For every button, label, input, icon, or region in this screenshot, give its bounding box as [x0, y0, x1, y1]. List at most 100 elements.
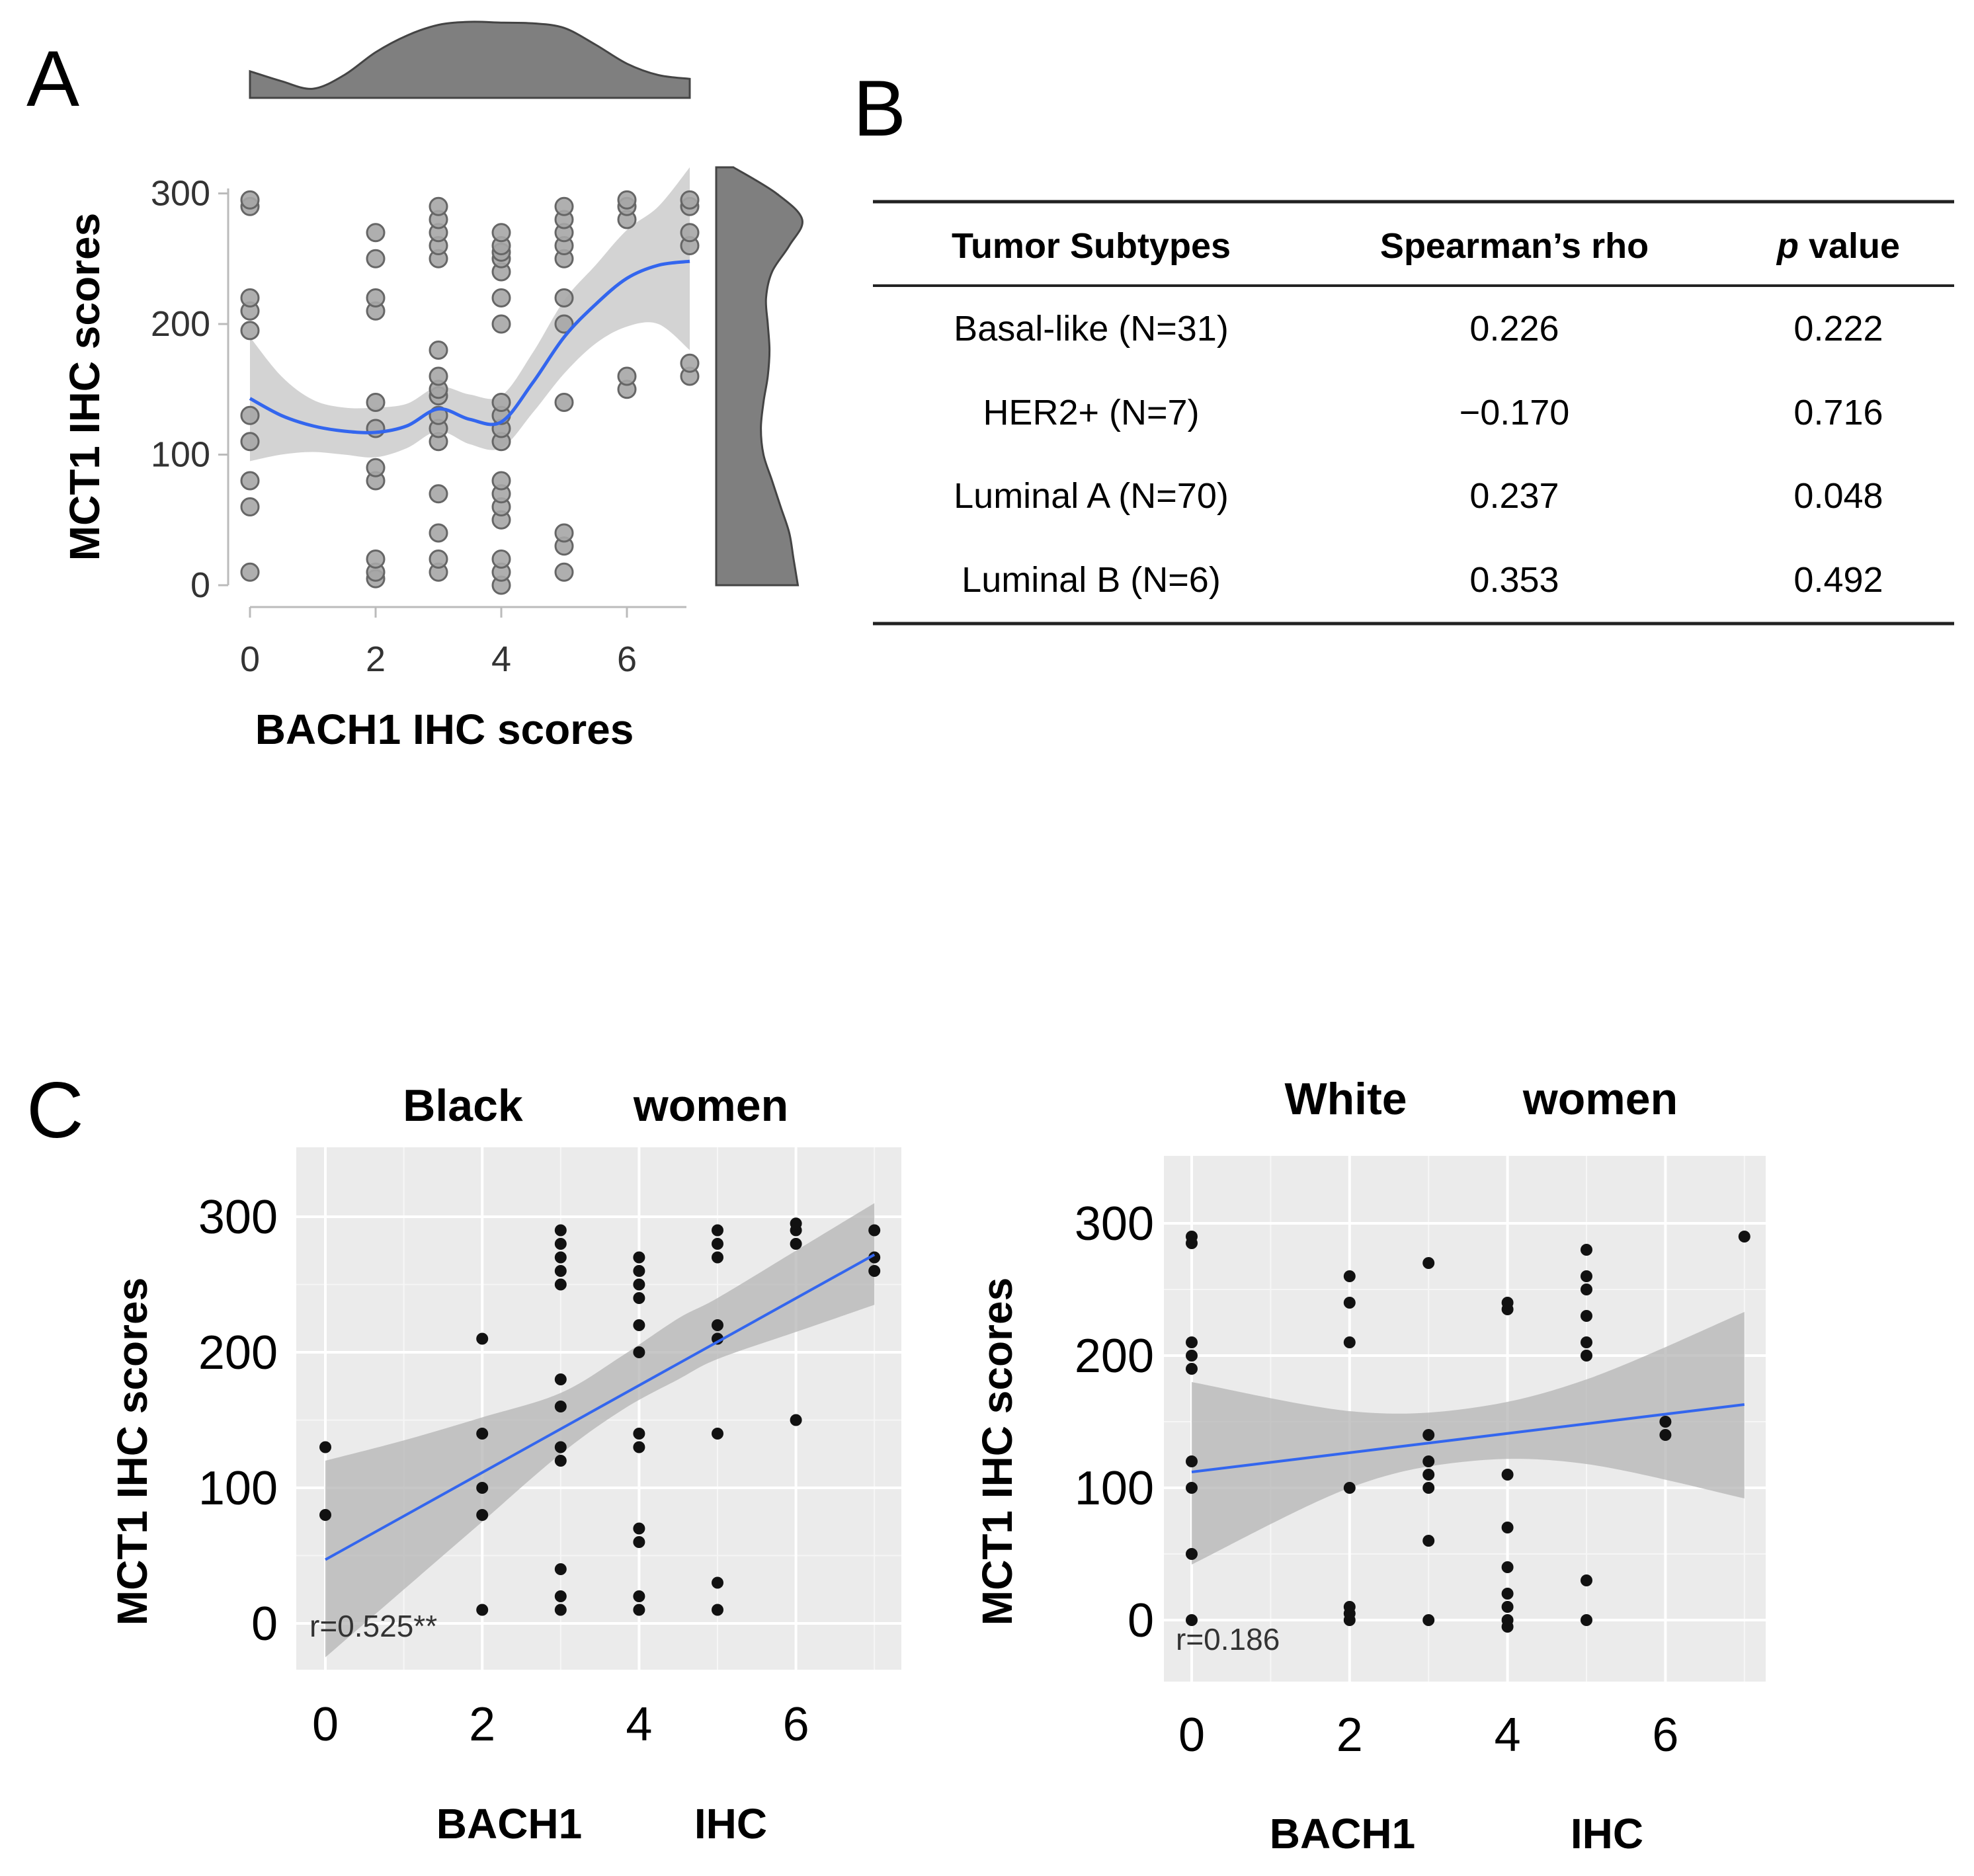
table-cell: 0.222 — [1793, 309, 1883, 348]
cr-point — [1501, 1561, 1514, 1573]
cr-point — [1581, 1244, 1592, 1256]
cr-point — [1343, 1601, 1356, 1613]
cr-y-tick-label: 200 — [1075, 1330, 1154, 1383]
cl-point — [476, 1509, 489, 1521]
cl-point — [476, 1332, 489, 1345]
cl-point — [319, 1441, 331, 1453]
panel-c-right: White women 0 2 4 6 0 100 200 300 r=0.186 BACH1… — [973, 1074, 1766, 1857]
cl-point — [868, 1224, 881, 1237]
c-left-title-word-2: women — [633, 1081, 788, 1131]
cl-point — [633, 1265, 645, 1277]
a-point — [240, 190, 260, 210]
cr-x-tick-label: 4 — [1495, 1709, 1521, 1762]
a-point — [680, 223, 700, 243]
cl-point — [633, 1251, 645, 1264]
a-point — [491, 393, 511, 412]
cl-point — [712, 1332, 723, 1345]
table-cell: 0.048 — [1793, 476, 1883, 516]
c-left-x-label-word-1: BACH1 — [436, 1800, 582, 1848]
a-marginal-density-y — [715, 166, 803, 587]
cl-point — [554, 1455, 567, 1467]
cl-point — [554, 1373, 567, 1385]
table-cell: Luminal B (N=6) — [962, 560, 1221, 600]
a-point — [429, 550, 448, 569]
a-axis-ticks: 0 2 4 6 0 100 200 300 — [151, 174, 637, 680]
cl-point — [633, 1522, 645, 1535]
table-cell: −0.170 — [1460, 393, 1570, 432]
panel-a-letter: A — [26, 34, 79, 123]
a-point — [554, 562, 574, 582]
cr-point — [1659, 1416, 1672, 1428]
cr-point — [1581, 1336, 1592, 1348]
cl-point — [868, 1251, 881, 1264]
cr-point — [1581, 1614, 1592, 1626]
a-point — [491, 314, 511, 334]
cr-point — [1738, 1231, 1750, 1243]
table-header-subtype: Tumor Subtypes — [952, 226, 1231, 266]
cr-point — [1422, 1257, 1435, 1269]
cr-point — [1186, 1336, 1198, 1348]
c-left-x-label-word-2: IHC — [694, 1800, 767, 1848]
cl-point — [633, 1590, 645, 1602]
table-cell: Basal-like (N=31) — [954, 309, 1229, 348]
cl-point — [712, 1319, 723, 1331]
c-left-title-word-1: Black — [403, 1081, 523, 1131]
cl-point — [554, 1278, 567, 1291]
cl-point — [790, 1414, 802, 1426]
panel-a: A 0 2 4 6 0 100 200 300 BACH1 IHC scores MCT1 I… — [26, 20, 803, 753]
cr-y-tick-label: 100 — [1075, 1462, 1154, 1515]
cl-x-tick-label: 0 — [312, 1698, 339, 1751]
cl-point — [633, 1346, 645, 1358]
a-confidence-band — [250, 167, 690, 462]
a-point — [240, 432, 260, 452]
a-point — [240, 562, 260, 582]
cl-point — [633, 1278, 645, 1291]
cl-x-tick-label: 6 — [783, 1698, 809, 1751]
cl-point — [712, 1251, 723, 1264]
a-point — [554, 393, 574, 412]
a-point — [554, 523, 574, 543]
cr-point — [1581, 1574, 1592, 1586]
a-x-tick-label: 6 — [617, 639, 637, 679]
table-cell: 0.492 — [1793, 560, 1883, 600]
cr-point — [1501, 1297, 1514, 1309]
cr-point — [1343, 1482, 1356, 1494]
a-x-axis-label: BACH1 IHC scores — [255, 706, 634, 753]
a-point — [429, 196, 448, 216]
cr-point — [1186, 1482, 1198, 1494]
table-cell: 0.226 — [1469, 309, 1559, 348]
a-point — [366, 393, 386, 412]
cr-y-tick-label: 300 — [1075, 1198, 1154, 1250]
a-point — [240, 321, 260, 341]
cl-point — [554, 1590, 567, 1602]
c-right-axis-ticks: 0 2 4 6 0 100 200 300 — [1075, 1198, 1679, 1762]
cr-point — [1422, 1535, 1435, 1547]
cr-x-tick-label: 0 — [1178, 1709, 1205, 1762]
a-point — [617, 190, 637, 210]
table-cell: HER2+ (N=7) — [983, 393, 1199, 432]
cr-point — [1501, 1588, 1514, 1600]
a-point — [554, 314, 574, 334]
cl-point — [712, 1224, 723, 1237]
cr-point — [1581, 1350, 1592, 1362]
a-point — [366, 419, 386, 438]
cr-point — [1501, 1469, 1514, 1481]
c-right-r-annotation: r=0.186 — [1176, 1622, 1280, 1656]
cl-y-tick-label: 200 — [198, 1326, 278, 1379]
cl-point — [476, 1428, 489, 1440]
a-point — [491, 288, 511, 307]
a-point — [240, 288, 260, 307]
a-y-tick-label: 0 — [190, 565, 210, 605]
c-right-points — [1186, 1231, 1750, 1633]
table-header-pvalue: p value — [1776, 226, 1900, 266]
cr-point — [1581, 1270, 1592, 1282]
c-right-title-word-1: White — [1284, 1074, 1407, 1124]
table-header-p-italic: p — [1776, 226, 1799, 266]
cr-y-tick-label: 0 — [1128, 1594, 1154, 1647]
c-right-title-word-2: women — [1522, 1074, 1678, 1124]
cl-point — [712, 1576, 723, 1589]
a-x-tick-label: 4 — [491, 639, 511, 679]
cl-point — [554, 1224, 567, 1237]
cr-point — [1186, 1548, 1198, 1560]
a-point — [429, 366, 448, 386]
